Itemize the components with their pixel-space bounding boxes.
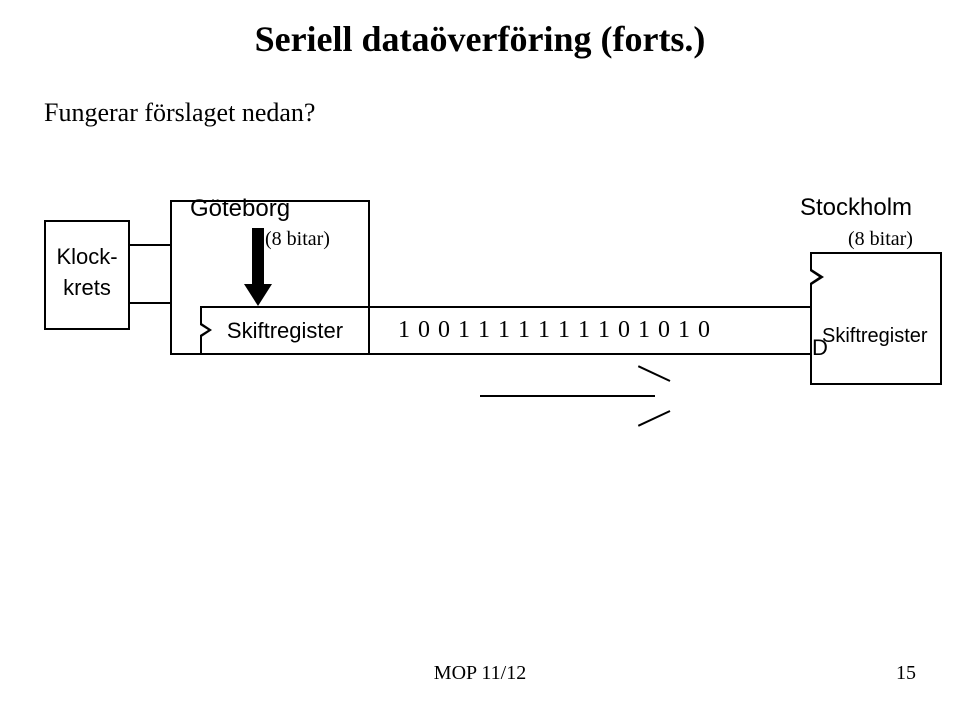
- clock-input-icon: [200, 322, 212, 338]
- wire-top: [130, 244, 170, 246]
- wire-bottom: [130, 302, 170, 304]
- clock-circuit-label-1: Klock-: [46, 242, 128, 273]
- stockholm-shift-register-label: Skiftregister: [822, 325, 928, 348]
- stockholm-label: Stockholm: [800, 194, 912, 222]
- slide: Seriell dataöverföring (forts.) Fungerar…: [0, 0, 960, 703]
- down-arrow-head-icon: [244, 284, 272, 306]
- direction-arrow-head-bottom: [638, 410, 671, 427]
- channel-bottom-line: [370, 353, 810, 355]
- subtitle-text: Fungerar förslaget nedan?: [44, 98, 315, 128]
- stockholm-box: [810, 252, 942, 385]
- footer-page-number: 15: [896, 662, 916, 685]
- goteborg-label: Göteborg: [190, 195, 290, 223]
- page-title: Seriell dataöverföring (forts.): [0, 18, 960, 60]
- clock-circuit-box: Klock- krets: [44, 220, 130, 330]
- channel-bits: 1 0 0 1 1 1 1 1 1 1 1 0 1 0 1 0: [398, 317, 711, 344]
- goteborg-bits-label: (8 bitar): [265, 228, 330, 251]
- footer-center: MOP 11/12: [0, 662, 960, 685]
- clock-circuit-label-2: krets: [46, 273, 128, 304]
- direction-arrow-icon: [480, 395, 655, 397]
- stockholm-clock-input-icon: [810, 268, 824, 286]
- stockholm-bits-label: (8 bitar): [848, 228, 913, 251]
- goteborg-shift-register: Skiftregister: [200, 306, 370, 355]
- down-arrow-icon: [252, 228, 264, 286]
- direction-arrow-head-top: [638, 365, 671, 382]
- channel-top-line: [370, 306, 810, 308]
